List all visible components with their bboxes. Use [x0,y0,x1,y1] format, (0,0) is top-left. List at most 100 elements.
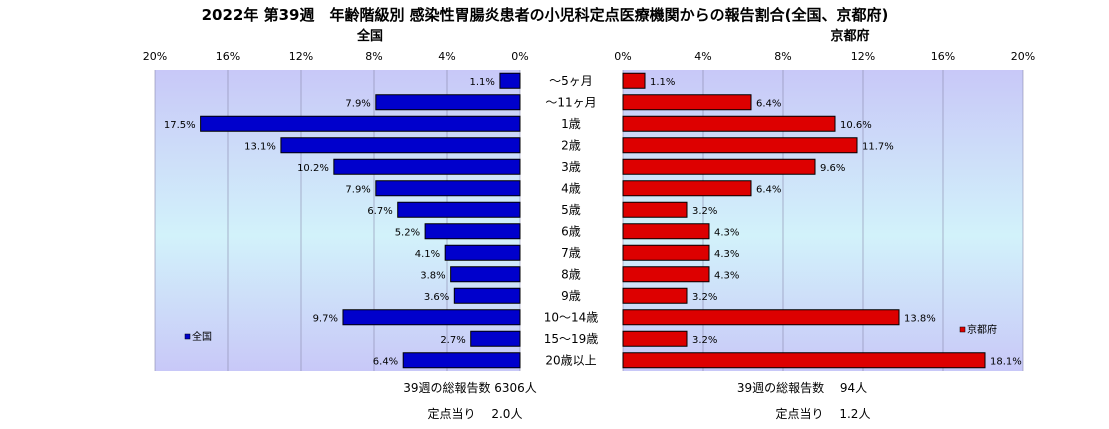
tick-label-national: 0% [511,50,528,63]
data-label-kyoto: 11.7% [862,141,894,152]
tick-label-kyoto: 8% [774,50,791,63]
bar-kyoto [622,309,900,326]
data-label-kyoto: 4.3% [714,249,739,260]
bar-national [280,137,521,154]
category-label: 20歳以上 [545,353,596,367]
bar-national [375,180,521,197]
data-label-national: 9.7% [313,313,338,324]
bar-kyoto [622,352,986,369]
data-label-kyoto: 6.4% [756,184,781,195]
bar-kyoto [622,266,710,283]
bar-national [200,115,521,132]
bar-kyoto [622,72,646,89]
category-label: 10〜14歳 [544,310,599,324]
data-label-national: 3.8% [420,270,445,281]
bar-kyoto [622,158,816,175]
category-label: 6歳 [561,224,581,238]
category-label: 5歳 [561,203,581,217]
tick-label-national: 20% [143,50,167,63]
data-label-national: 1.1% [470,77,495,88]
bar-national [444,244,521,261]
bars-kyoto: 1.1% 6.4% 10.6% 11.7% 9.6% 6.4% 3.2% 4.3% 4.3% 4.… [622,72,1022,369]
data-label-national: 6.7% [367,206,392,217]
panel-title-national: 全国 [356,28,383,44]
bar-kyoto [622,201,688,218]
data-label-kyoto: 3.2% [692,335,717,346]
chart-title: 2022年 第39週 年齢階級別 感染性胃腸炎患者の小児科定点医療機関からの報告… [202,6,889,24]
category-label: 〜5ヶ月 [549,74,593,88]
category-label: 1歳 [561,117,581,131]
data-label-national: 17.5% [164,120,196,131]
data-label-kyoto: 4.3% [714,227,739,238]
data-label-kyoto: 3.2% [692,206,717,217]
data-label-kyoto: 9.6% [820,163,845,174]
data-label-national: 5.2% [395,227,420,238]
legend-label-national: 全国 [192,330,212,343]
data-label-kyoto: 1.1% [650,77,675,88]
legend-swatch-national [184,333,191,340]
category-label: 7歳 [561,246,581,260]
category-label: 8歳 [561,267,581,281]
bar-kyoto [622,223,710,240]
category-label: 15〜19歳 [544,332,599,346]
data-label-kyoto: 6.4% [756,98,781,109]
tick-label-kyoto: 4% [694,50,711,63]
bar-national [453,287,521,304]
panel-title-kyoto: 京都府 [830,28,869,44]
bar-national [424,223,521,240]
bar-national [450,266,521,283]
data-label-national: 13.1% [244,141,276,152]
data-label-national: 3.6% [424,292,449,303]
data-label-national: 10.2% [297,163,329,174]
tick-label-national: 12% [289,50,313,63]
category-label: 〜11ヶ月 [545,95,596,109]
bar-kyoto [622,330,688,347]
data-label-kyoto: 10.6% [840,120,872,131]
bar-national [333,158,521,175]
legend-swatch-kyoto [959,326,966,333]
legend-label-kyoto: 京都府 [967,323,997,336]
bar-national [402,352,521,369]
bar-national [470,330,521,347]
category-label: 9歳 [561,289,581,303]
data-label-kyoto: 4.3% [714,270,739,281]
plot-area-national [155,70,520,371]
category-label: 3歳 [561,160,581,174]
per-point-national: 定点当り 2.0人 [428,406,523,421]
bar-kyoto [622,137,858,154]
bar-national [375,94,521,111]
bars-national: 1.1% 7.9% 17.5% 13.1% 10.2% 7.9% 6.7%5.2% 4.1% 3… [164,72,521,369]
tick-label-kyoto: 12% [851,50,875,63]
category-label: 2歳 [561,138,581,152]
category-label: 4歳 [561,181,581,195]
tick-label-national: 8% [365,50,382,63]
tick-label-kyoto: 20% [1011,50,1035,63]
data-label-kyoto: 3.2% [692,292,717,303]
data-label-national: 2.7% [440,335,465,346]
tick-label-kyoto: 0% [614,50,631,63]
bar-kyoto [622,287,688,304]
total-reports-national: 39週の総報告数 6306人 [403,380,537,395]
tick-label-national: 16% [216,50,240,63]
axis-ticks-kyoto: 0% 4% 8% 12% 16% 20% [614,50,1035,63]
data-label-kyoto: 18.1% [990,356,1022,367]
bar-kyoto [622,94,752,111]
tick-label-kyoto: 16% [931,50,955,63]
axis-ticks-national: 20% 16% 12% 8% 4% 0% [143,50,529,63]
tick-label-national: 4% [438,50,455,63]
bar-national [499,72,521,89]
data-label-national: 4.1% [415,249,440,260]
bar-kyoto [622,180,752,197]
bar-kyoto [622,244,710,261]
plot-area-kyoto [623,70,1023,371]
bar-national [397,201,521,218]
bar-national [342,309,521,326]
per-point-kyoto: 定点当り 1.2人 [776,406,871,421]
data-label-national: 7.9% [345,184,370,195]
data-label-national: 6.4% [373,356,398,367]
bar-kyoto [622,115,836,132]
category-labels: 〜5ヶ月〜11ヶ月 1歳 2歳 3歳 4歳 5歳 6歳 7歳 8歳 9歳 10〜14歳 15〜19歳 2… [544,74,599,368]
data-label-kyoto: 13.8% [904,313,936,324]
data-label-national: 7.9% [345,98,370,109]
